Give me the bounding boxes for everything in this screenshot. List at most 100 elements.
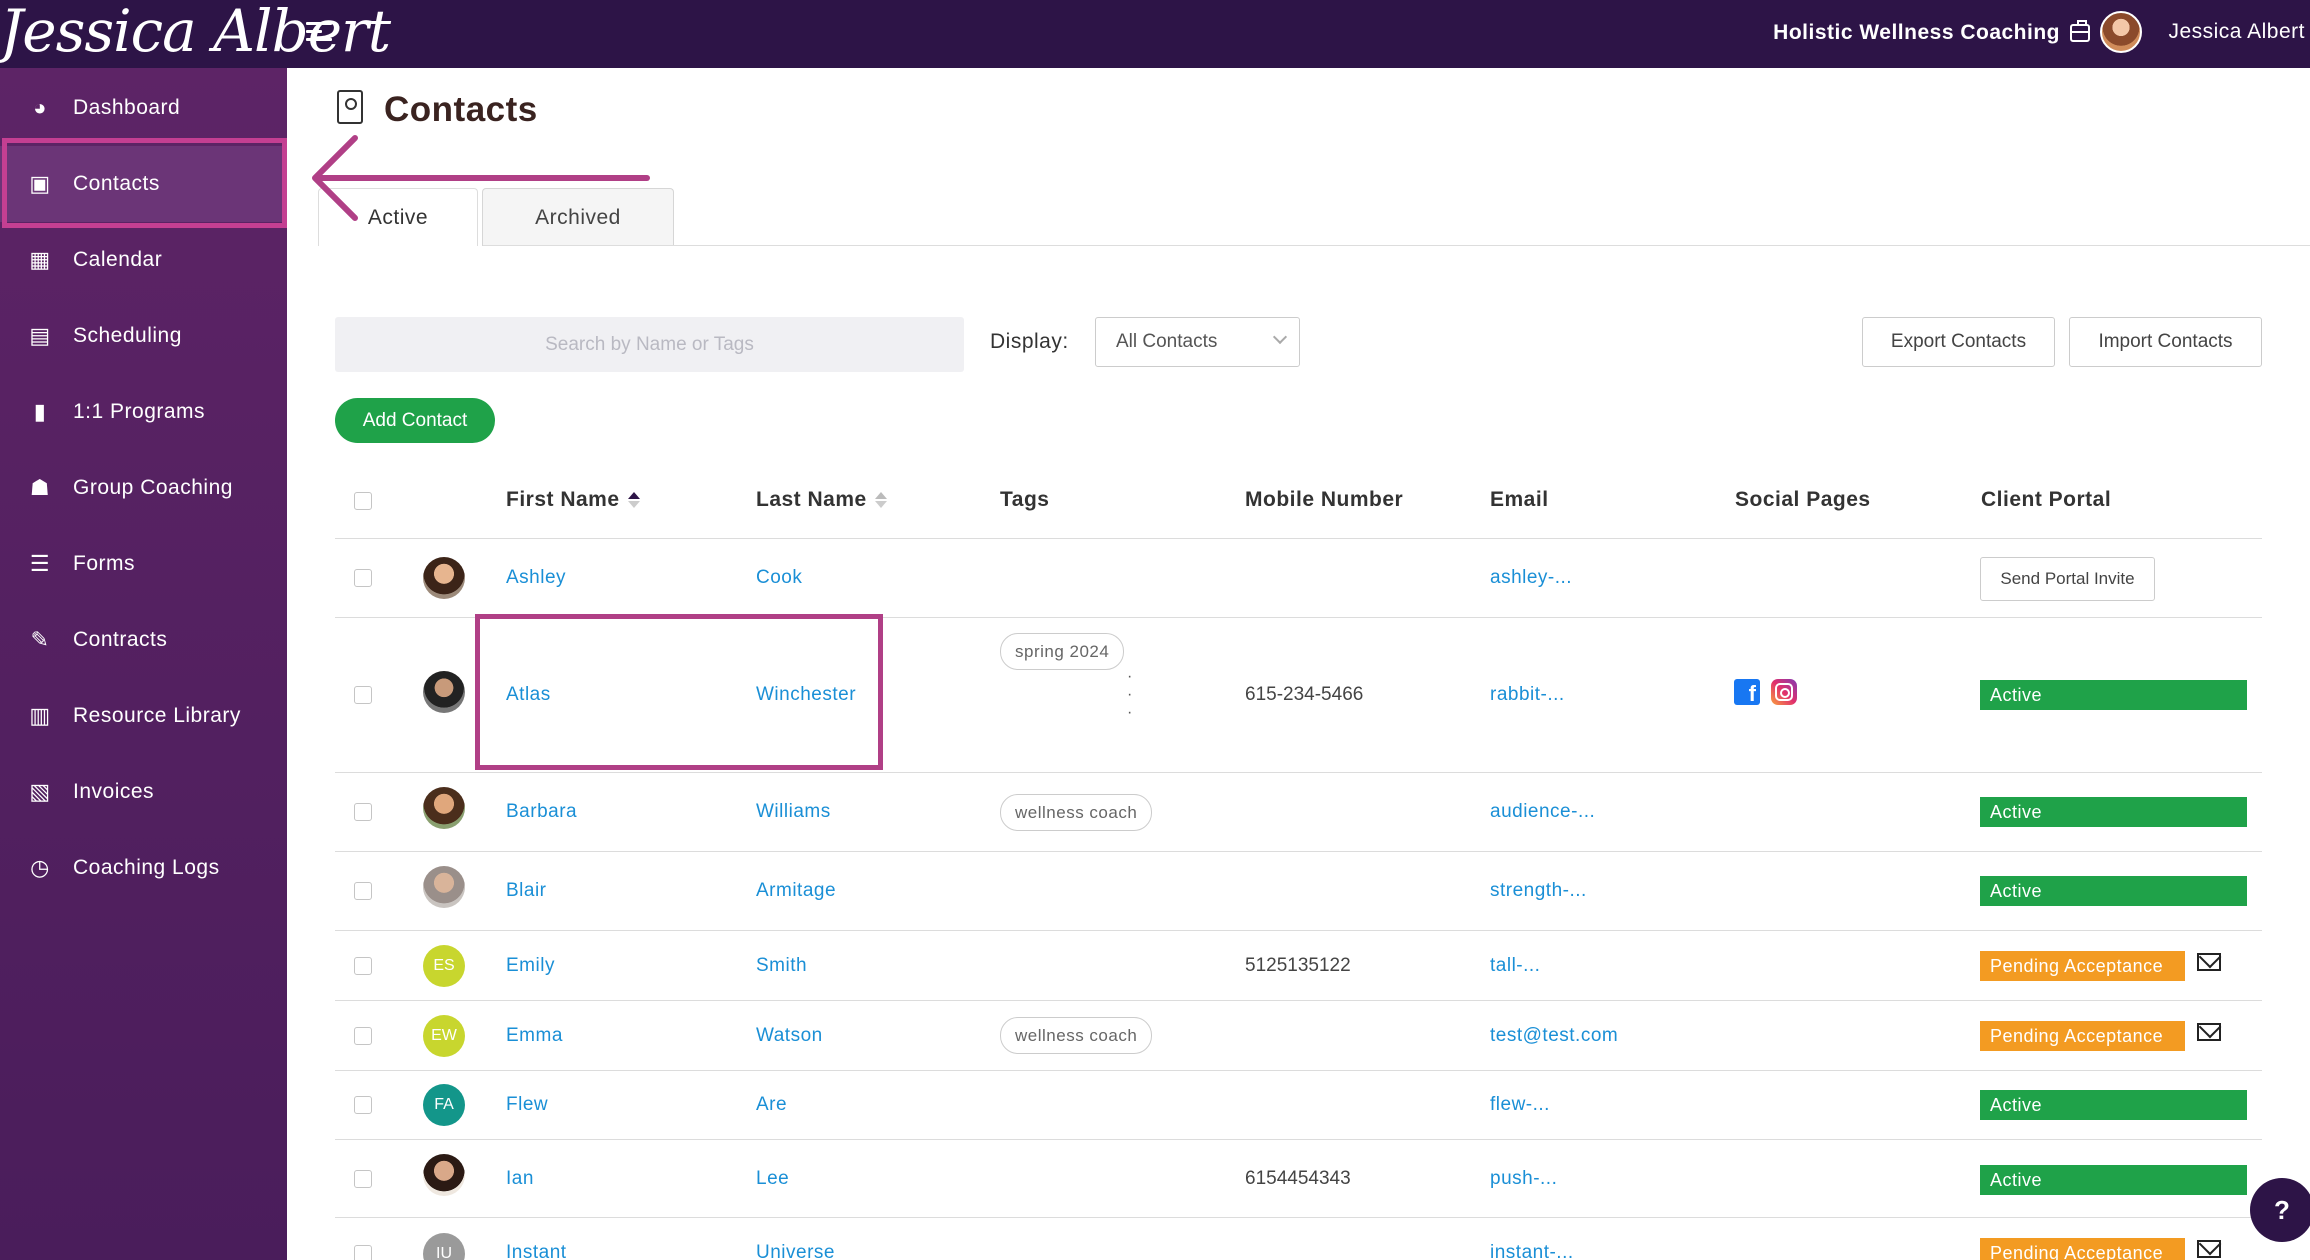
export-contacts-button[interactable]: Export Contacts (1862, 317, 2055, 367)
avatar: FA (423, 1084, 465, 1126)
first-name-link[interactable]: Blair (506, 880, 547, 901)
row-checkbox[interactable] (354, 882, 372, 900)
column-header-tags: Tags (1000, 488, 1050, 511)
calendar-icon: ▦ (29, 247, 51, 272)
column-header-portal: Client Portal (1981, 488, 2112, 511)
row-checkbox[interactable] (354, 1096, 372, 1114)
sidebar-item-resource-library[interactable]: ▥ Resource Library (0, 678, 287, 754)
annotation-arrow-icon (312, 135, 650, 221)
mobile-number: 6154454343 (1245, 1168, 1351, 1189)
row-checkbox[interactable] (354, 1027, 372, 1045)
send-portal-invite-button[interactable]: Send Portal Invite (1980, 557, 2155, 601)
row-divider (335, 1217, 2262, 1218)
brand-logo[interactable]: Jessica Albert (0, 0, 391, 65)
search-input[interactable] (335, 317, 964, 372)
email-link[interactable]: audience-... (1490, 801, 1596, 822)
row-checkbox[interactable] (354, 803, 372, 821)
email-link[interactable]: ashley-... (1490, 567, 1573, 588)
row-checkbox[interactable] (354, 569, 372, 587)
mobile-number: 615-234-5466 (1245, 684, 1364, 705)
email-link[interactable]: push-... (1490, 1168, 1558, 1189)
add-contact-button[interactable]: Add Contact (335, 398, 495, 443)
last-name-link[interactable]: Armitage (756, 880, 837, 901)
sidebar-item-contacts[interactable]: ▣ Contacts (0, 146, 287, 222)
email-link[interactable]: tall-... (1490, 955, 1541, 976)
tag-badge[interactable]: wellness coach (1000, 794, 1153, 831)
row-checkbox[interactable] (354, 1245, 372, 1260)
sidebar-item-contracts[interactable]: ✎ Contracts (0, 602, 287, 678)
column-header-last-name[interactable]: Last Name (756, 488, 887, 512)
import-contacts-button[interactable]: Import Contacts (2069, 317, 2262, 367)
last-name-link[interactable]: Smith (756, 955, 808, 976)
email-link[interactable]: test@test.com (1490, 1025, 1619, 1046)
email-link[interactable]: strength-... (1490, 880, 1587, 901)
display-select[interactable]: All Contacts (1095, 317, 1300, 367)
sidebar-item-group-coaching[interactable]: ☗ Group Coaching (0, 450, 287, 526)
email-link[interactable]: rabbit-... (1490, 684, 1565, 705)
sidebar-item-label: Coaching Logs (73, 856, 220, 879)
tab-active[interactable]: Active (318, 188, 478, 246)
row-divider (335, 1000, 2262, 1001)
tag-badge[interactable]: wellness coach (1000, 1017, 1153, 1054)
row-checkbox[interactable] (354, 686, 372, 704)
sidebar-item-scheduling[interactable]: ▤ Scheduling (0, 298, 287, 374)
status-badge: Active (1980, 1165, 2247, 1195)
user-avatar[interactable] (2100, 11, 2142, 53)
facebook-icon[interactable]: f (1734, 679, 1760, 705)
help-button[interactable]: ? (2250, 1178, 2310, 1242)
column-header-first-name[interactable]: First Name (506, 488, 640, 512)
briefcase-icon[interactable] (2070, 20, 2090, 42)
tabs-divider (483, 245, 2310, 246)
last-name-link[interactable]: Watson (756, 1025, 823, 1046)
first-name-link[interactable]: Barbara (506, 801, 578, 822)
first-name-link[interactable]: Flew (506, 1094, 549, 1115)
first-name-link[interactable]: Atlas (506, 684, 551, 705)
sidebar-item-label: Invoices (73, 780, 155, 803)
header-divider (335, 538, 2262, 539)
sidebar-item-forms[interactable]: ☰ Forms (0, 526, 287, 602)
email-link[interactable]: flew-... (1490, 1094, 1550, 1115)
sort-icon[interactable] (874, 491, 887, 509)
display-label: Display: (990, 330, 1069, 353)
sort-icon[interactable] (627, 491, 640, 509)
last-name-link[interactable]: Winchester (756, 684, 857, 705)
contacts-icon: ▣ (29, 171, 51, 196)
first-name-link[interactable]: Ashley (506, 567, 567, 588)
row-checkbox[interactable] (354, 1170, 372, 1188)
sidebar-item-dashboard[interactable]: ◕ Dashboard (0, 70, 287, 146)
last-name-link[interactable]: Are (756, 1094, 788, 1115)
mail-icon[interactable] (2197, 1240, 2221, 1258)
email-link[interactable]: instant-... (1490, 1242, 1574, 1260)
contacts-highlight-annotation (2, 138, 287, 228)
instagram-icon[interactable] (1771, 679, 1797, 705)
mail-icon[interactable] (2197, 953, 2221, 971)
tab-archived[interactable]: Archived (482, 188, 674, 246)
last-name-link[interactable]: Cook (756, 567, 803, 588)
first-name-link[interactable]: Emily (506, 955, 555, 976)
user-name[interactable]: Jessica Albert (2168, 20, 2305, 43)
menu-toggle-icon[interactable] (306, 22, 332, 46)
sidebar: ◕ Dashboard ▣ Contacts ▦ Calendar ▤ Sche… (0, 68, 287, 1260)
sidebar-item-coaching-logs[interactable]: ◷ Coaching Logs (0, 830, 287, 906)
status-badge: Pending Acceptance (1980, 1021, 2185, 1051)
sidebar-item-label: Group Coaching (73, 476, 233, 499)
row-divider (335, 617, 2262, 618)
sidebar-item-invoices[interactable]: ▧ Invoices (0, 754, 287, 830)
business-name[interactable]: Holistic Wellness Coaching (1773, 21, 2060, 44)
sidebar-item-calendar[interactable]: ▦ Calendar (0, 222, 287, 298)
sidebar-item-programs[interactable]: ▮ 1:1 Programs (0, 374, 287, 450)
contacts-book-icon (337, 90, 363, 124)
first-name-link[interactable]: Instant (506, 1242, 567, 1260)
select-all-checkbox[interactable] (354, 492, 372, 510)
mail-icon[interactable] (2197, 1023, 2221, 1041)
row-divider (335, 772, 2262, 773)
display-select-value: All Contacts (1116, 331, 1218, 352)
tag-badge[interactable]: spring 2024 (1000, 633, 1125, 670)
first-name-link[interactable]: Ian (506, 1168, 534, 1189)
last-name-link[interactable]: Williams (756, 801, 831, 822)
last-name-link[interactable]: Lee (756, 1168, 790, 1189)
dashboard-icon: ◕ (33, 95, 47, 120)
first-name-link[interactable]: Emma (506, 1025, 563, 1046)
last-name-link[interactable]: Universe (756, 1242, 835, 1260)
row-checkbox[interactable] (354, 957, 372, 975)
